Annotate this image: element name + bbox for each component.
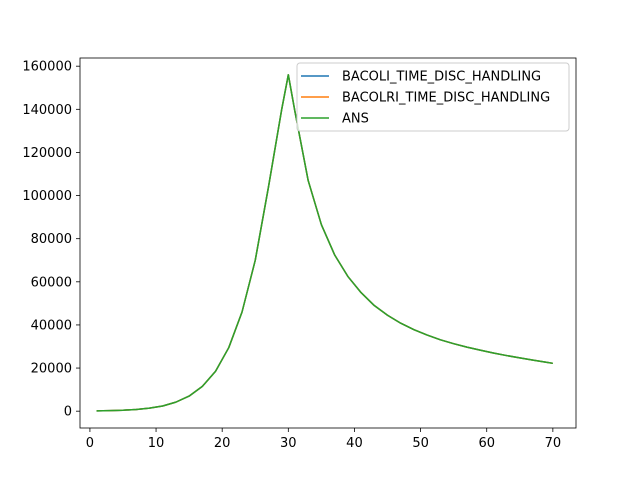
y-tick-label: 40000: [31, 318, 72, 333]
axes-frame: [79, 57, 577, 429]
y-tick-label: 120000: [22, 146, 72, 161]
legend: BACOLI_TIME_DISC_HANDLING BACOLRI_TIME_DI…: [296, 62, 570, 132]
series-layer: [96, 74, 553, 412]
x-tick-label: 60: [478, 436, 495, 451]
y-tick-label: 0: [64, 405, 72, 420]
x-tick-label: 30: [280, 436, 297, 451]
legend-label-0: BACOLI_TIME_DISC_HANDLING: [342, 70, 541, 85]
axes-layer: 0 10 20 30 40 50 60 70 0 20000 40000 60000 80000 1000…: [22, 57, 577, 451]
y-tick-label: 80000: [31, 232, 72, 247]
y-tick-label: 100000: [22, 189, 72, 204]
y-tick-label: 60000: [31, 275, 72, 290]
x-tick-label: 0: [86, 436, 94, 451]
x-tick-label: 70: [545, 436, 562, 451]
y-tick-label: 20000: [31, 362, 72, 377]
series-line-2: [96, 74, 553, 412]
x-tick-label: 20: [214, 436, 231, 451]
legend-label-2: ANS: [342, 112, 369, 127]
legend-label-1: BACOLRI_TIME_DISC_HANDLING: [342, 91, 550, 106]
y-tick-label: 140000: [22, 103, 72, 118]
legend-box: [296, 62, 570, 132]
y-tick-label: 160000: [22, 60, 72, 75]
x-tick-label: 10: [148, 436, 165, 451]
x-tick-label: 40: [346, 436, 363, 451]
x-tick-label: 50: [412, 436, 429, 451]
